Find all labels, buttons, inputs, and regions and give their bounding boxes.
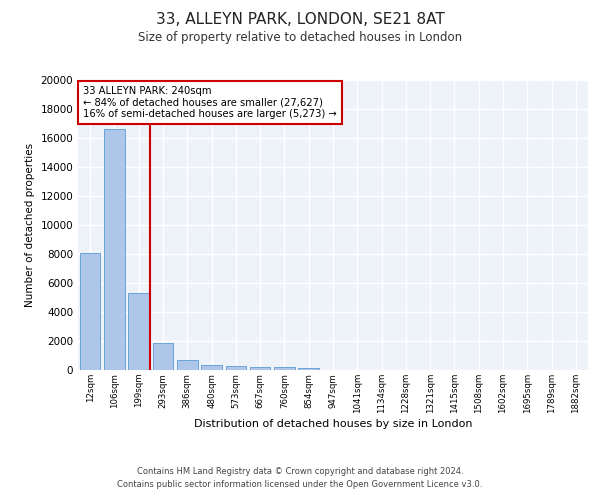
Bar bbox=[177, 360, 197, 370]
Text: 33 ALLEYN PARK: 240sqm
← 84% of detached houses are smaller (27,627)
16% of semi: 33 ALLEYN PARK: 240sqm ← 84% of detached… bbox=[83, 86, 337, 119]
Bar bbox=[152, 343, 173, 370]
Bar bbox=[250, 367, 271, 370]
Y-axis label: Number of detached properties: Number of detached properties bbox=[25, 143, 35, 307]
Bar bbox=[298, 368, 319, 370]
Text: Size of property relative to detached houses in London: Size of property relative to detached ho… bbox=[138, 31, 462, 44]
Text: Contains HM Land Registry data © Crown copyright and database right 2024.
Contai: Contains HM Land Registry data © Crown c… bbox=[118, 468, 482, 489]
Text: 33, ALLEYN PARK, LONDON, SE21 8AT: 33, ALLEYN PARK, LONDON, SE21 8AT bbox=[155, 12, 445, 28]
Bar bbox=[80, 252, 100, 370]
Bar bbox=[104, 130, 125, 370]
Bar bbox=[201, 365, 222, 370]
Bar bbox=[274, 367, 295, 370]
X-axis label: Distribution of detached houses by size in London: Distribution of detached houses by size … bbox=[194, 418, 472, 428]
Bar bbox=[226, 366, 246, 370]
Bar bbox=[128, 293, 149, 370]
